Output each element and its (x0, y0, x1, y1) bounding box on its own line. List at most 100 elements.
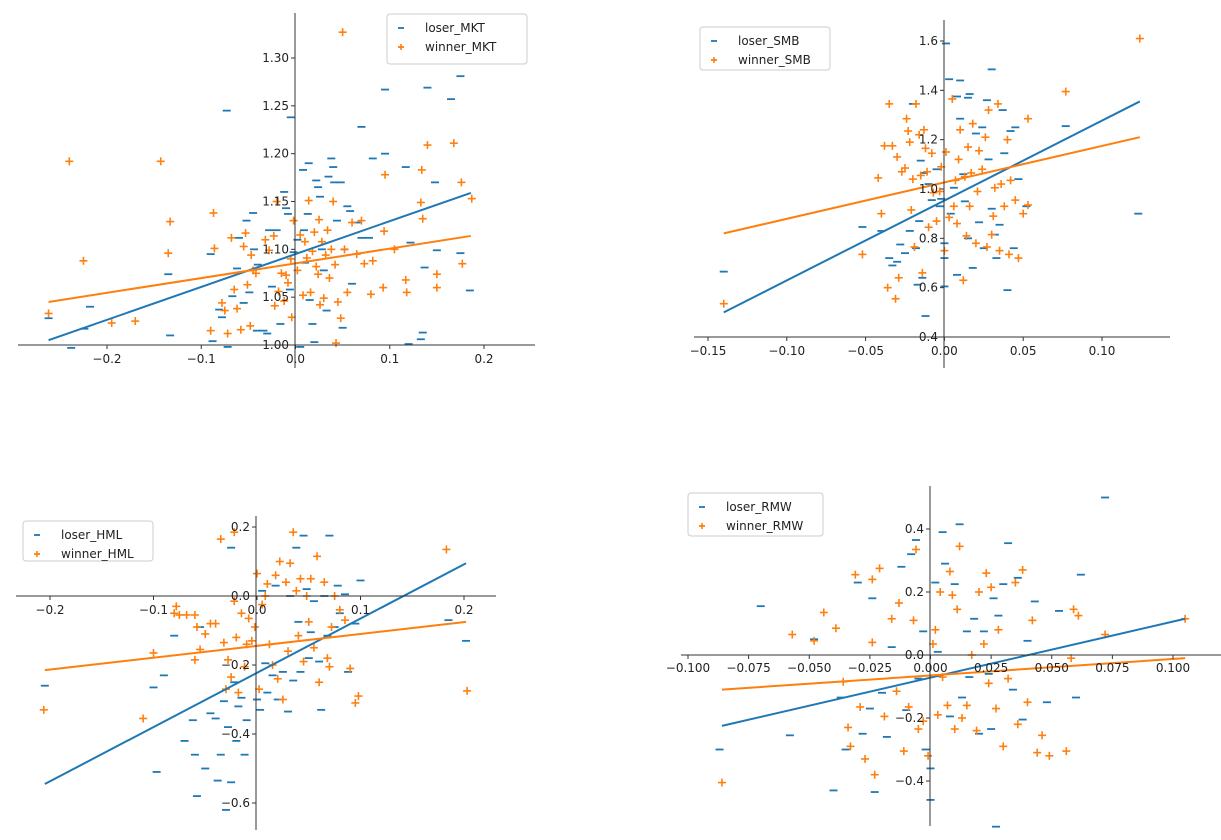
data-point-winner_MKT (156, 157, 165, 166)
data-point-winner_MKT (338, 28, 347, 37)
data-point-winner_SMB (719, 299, 728, 308)
data-point-winner_RMW (846, 742, 855, 751)
data-point-winner_MKT (327, 245, 336, 254)
y-tick-label: 1.4 (919, 83, 938, 97)
fit-line-loser_SMB-fit (723, 100, 1141, 314)
data-point-winner_HML (294, 631, 303, 640)
data-point-winner_SMB (982, 242, 991, 251)
fit-line-winner_MKT-fit (48, 234, 471, 303)
data-point-winner_HML (258, 600, 267, 609)
fit-line-winner_SMB-fit (723, 136, 1141, 235)
y-tick-label: 1.6 (919, 34, 938, 48)
fit-line-winner_RMW-fit (721, 657, 1186, 691)
data-point-winner_RMW (870, 770, 879, 779)
data-point-winner_SMB (902, 114, 911, 123)
data-point-winner_RMW (962, 701, 971, 710)
data-point-winner_HML (190, 610, 199, 619)
data-point-winner_RMW (975, 588, 983, 596)
data-point-winner_HML (275, 557, 284, 566)
data-point-winner_HML (175, 610, 184, 619)
data-point-winner_RMW (899, 747, 908, 756)
data-point-winner_SMB (1014, 254, 1023, 263)
data-point-winner_MKT (325, 274, 334, 283)
data-point-winner_RMW (999, 742, 1008, 751)
y-tick-label: 0.0 (231, 589, 250, 603)
data-point-winner_SMB (995, 246, 1004, 255)
data-point-winner_MKT (220, 306, 229, 315)
data-point-winner_MKT (289, 216, 298, 225)
data-point-winner_HML (182, 610, 191, 619)
data-point-winner_SMB (981, 133, 990, 142)
data-point-winner_HML (442, 545, 451, 554)
data-point-winner_RMW (1074, 611, 1083, 620)
data-point-winner_RMW (936, 588, 945, 596)
data-point-winner_SMB (941, 148, 950, 156)
data-point-winner_MKT (230, 285, 239, 294)
x-tick-label: 0.2 (454, 603, 473, 617)
y-tick-label: −0.6 (221, 796, 250, 810)
legend-label: winner_SMB (738, 53, 811, 67)
data-point-winner_MKT (348, 218, 357, 227)
data-point-winner_SMB (907, 205, 916, 214)
data-point-winner_RMW (851, 570, 860, 579)
data-point-winner_MKT (223, 329, 232, 338)
data-point-winner_MKT (357, 216, 366, 225)
legend: loser_MKT winner_MKT (386, 13, 528, 65)
data-point-winner_MKT (274, 287, 283, 296)
data-point-winner_MKT (299, 291, 308, 300)
data-point-winner_RMW (831, 624, 840, 633)
data-point-winner_HML (170, 609, 179, 618)
data-point-winner_MKT (329, 197, 338, 206)
data-point-winner_HML (340, 616, 349, 625)
data-point-winner_MKT (107, 318, 116, 327)
data-point-winner_HML (172, 602, 181, 611)
data-point-winner_MKT (227, 233, 236, 242)
legend-box (687, 492, 824, 537)
data-point-winner_SMB (989, 212, 998, 221)
data-point-winner_MKT (210, 244, 219, 253)
data-point-winner_MKT (418, 214, 427, 223)
data-point-winner_HML (247, 636, 256, 645)
data-point-winner_RMW (945, 567, 954, 576)
data-point-winner_SMB (927, 149, 936, 158)
x-tick-label: −0.05 (847, 344, 884, 358)
data-point-winner_RMW (950, 725, 959, 734)
x-tick-label: −0.1 (139, 603, 168, 617)
data-point-winner_SMB (962, 231, 971, 240)
data-point-winner_RMW (979, 639, 988, 648)
data-point-winner_SMB (891, 294, 900, 303)
data-point-winner_HML (346, 664, 355, 673)
data-point-winner_HML (211, 619, 220, 628)
data-point-winner_MKT (261, 235, 270, 244)
data-point-winner_MKT (164, 249, 173, 258)
legend-label: winner_RMW (726, 519, 803, 533)
data-point-winner_SMB (1006, 176, 1015, 185)
data-point-winner_RMW (911, 545, 920, 554)
data-point-winner_MKT (272, 197, 281, 206)
data-point-winner_SMB (978, 165, 987, 174)
fit-line-winner_HML-fit (44, 620, 467, 672)
legend-label: loser_RMW (726, 500, 792, 514)
data-point-winner_RMW (894, 599, 903, 608)
data-point-winner_SMB (929, 188, 938, 197)
data-point-winner_SMB (912, 99, 921, 108)
data-point-winner_HML (325, 662, 334, 671)
data-point-winner_HML (309, 643, 318, 652)
data-point-winner_RMW (931, 625, 940, 634)
series-winner_SMB (719, 34, 1144, 308)
data-point-winner_MKT (467, 194, 476, 203)
data-point-winner_SMB (1003, 135, 1012, 144)
x-tick-label: −0.100 (666, 661, 710, 675)
data-point-winner_RMW (904, 702, 913, 711)
data-point-winner_RMW (1033, 748, 1042, 757)
data-point-winner_HML (139, 714, 148, 723)
legend-plus-marker-icon (711, 57, 717, 63)
data-point-winner_HML (230, 597, 239, 606)
legend-label: winner_HML (61, 547, 134, 561)
data-point-winner_SMB (885, 99, 894, 108)
data-point-winner_MKT (306, 288, 315, 297)
data-point-winner_MKT (277, 269, 286, 278)
data-point-winner_MKT (251, 269, 260, 278)
data-point-winner_SMB (894, 273, 903, 282)
